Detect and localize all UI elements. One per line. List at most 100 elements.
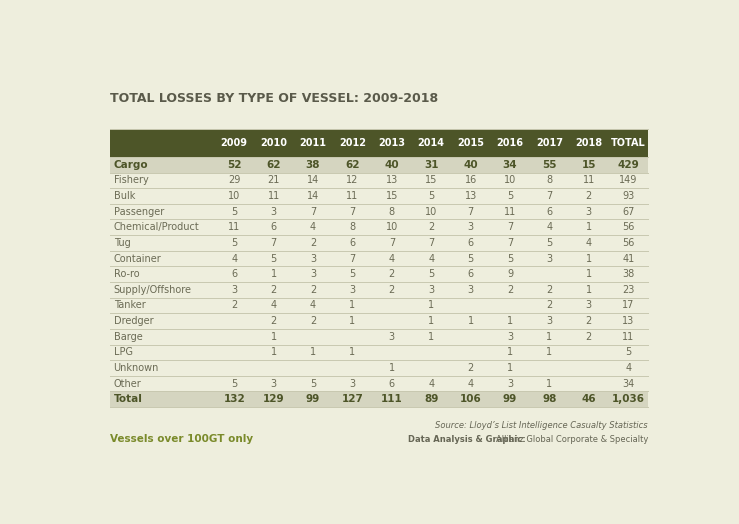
Text: 7: 7 [389, 238, 395, 248]
Text: 1: 1 [586, 269, 592, 279]
Text: Ro-ro: Ro-ro [114, 269, 139, 279]
Text: 2: 2 [270, 285, 277, 295]
Text: 132: 132 [223, 394, 245, 404]
Text: Source: Lloyd’s List Intelligence Casualty Statistics: Source: Lloyd’s List Intelligence Casual… [435, 421, 648, 430]
Text: 98: 98 [542, 394, 556, 404]
Text: 4: 4 [428, 379, 435, 389]
Text: Passenger: Passenger [114, 206, 164, 216]
Text: 1: 1 [507, 316, 513, 326]
Text: 2014: 2014 [418, 138, 445, 148]
Text: 6: 6 [350, 238, 355, 248]
Text: 2: 2 [231, 300, 237, 310]
Text: 4: 4 [546, 222, 553, 232]
Text: 1: 1 [350, 316, 355, 326]
Text: 2: 2 [468, 363, 474, 373]
Text: 2012: 2012 [339, 138, 366, 148]
Text: 7: 7 [507, 222, 513, 232]
Text: 2010: 2010 [260, 138, 287, 148]
Text: 2: 2 [389, 269, 395, 279]
Bar [109, 391, 648, 407]
Text: Other: Other [114, 379, 141, 389]
Text: 2: 2 [310, 285, 316, 295]
Bar [109, 188, 648, 204]
Text: 62: 62 [266, 160, 281, 170]
Text: 56: 56 [622, 238, 634, 248]
Text: 11: 11 [228, 222, 240, 232]
Text: 13: 13 [465, 191, 477, 201]
Bar [109, 172, 648, 188]
Text: 10: 10 [386, 222, 398, 232]
Text: 7: 7 [468, 206, 474, 216]
Text: 2: 2 [310, 316, 316, 326]
Text: 3: 3 [507, 332, 513, 342]
Text: 5: 5 [428, 269, 435, 279]
Text: 11: 11 [582, 176, 595, 185]
Text: 2: 2 [586, 316, 592, 326]
Text: 2009: 2009 [221, 138, 248, 148]
Text: 5: 5 [507, 191, 513, 201]
Text: 1: 1 [546, 347, 553, 357]
Text: 3: 3 [507, 379, 513, 389]
Text: 3: 3 [270, 379, 276, 389]
Text: 129: 129 [263, 394, 285, 404]
Text: 5: 5 [507, 254, 513, 264]
Text: 99: 99 [306, 394, 320, 404]
Text: 6: 6 [389, 379, 395, 389]
Bar [109, 250, 648, 266]
Text: 10: 10 [228, 191, 240, 201]
Text: 5: 5 [310, 379, 316, 389]
Text: 3: 3 [389, 332, 395, 342]
Text: 8: 8 [546, 176, 553, 185]
Text: 40: 40 [463, 160, 478, 170]
Bar [109, 313, 648, 329]
Text: 1: 1 [428, 332, 435, 342]
Text: 13: 13 [622, 316, 634, 326]
Text: 1: 1 [389, 363, 395, 373]
Text: 6: 6 [468, 238, 474, 248]
Text: 7: 7 [310, 206, 316, 216]
Text: 3: 3 [546, 254, 553, 264]
Text: 3: 3 [428, 285, 435, 295]
Text: 6: 6 [231, 269, 237, 279]
Text: 1: 1 [428, 300, 435, 310]
Text: 7: 7 [546, 191, 553, 201]
Text: Container: Container [114, 254, 161, 264]
Text: 4: 4 [586, 238, 592, 248]
Text: 40: 40 [384, 160, 399, 170]
Text: Tanker: Tanker [114, 300, 146, 310]
Text: 5: 5 [350, 269, 355, 279]
Text: 3: 3 [468, 285, 474, 295]
Text: 41: 41 [622, 254, 634, 264]
Text: 5: 5 [546, 238, 553, 248]
Text: 1: 1 [270, 269, 276, 279]
Text: 10: 10 [425, 206, 437, 216]
Text: 1,036: 1,036 [612, 394, 644, 404]
Text: LPG: LPG [114, 347, 132, 357]
Text: 2: 2 [546, 300, 553, 310]
Text: 1: 1 [546, 332, 553, 342]
Text: 1: 1 [270, 347, 276, 357]
Text: 3: 3 [546, 316, 553, 326]
Text: 31: 31 [424, 160, 438, 170]
Text: 15: 15 [425, 176, 437, 185]
Text: 429: 429 [617, 160, 639, 170]
Text: Vessels over 100GT only: Vessels over 100GT only [109, 434, 253, 444]
Text: 4: 4 [428, 254, 435, 264]
Text: 1: 1 [586, 222, 592, 232]
Text: 6: 6 [468, 269, 474, 279]
Text: TOTAL LOSSES BY TYPE OF VESSEL: 2009-2018: TOTAL LOSSES BY TYPE OF VESSEL: 2009-201… [109, 92, 437, 105]
Text: 99: 99 [503, 394, 517, 404]
Text: 127: 127 [341, 394, 364, 404]
Bar [109, 282, 648, 298]
Text: 2: 2 [428, 222, 435, 232]
Text: 7: 7 [428, 238, 435, 248]
Text: 4: 4 [468, 379, 474, 389]
Text: 62: 62 [345, 160, 360, 170]
Text: 2: 2 [270, 316, 277, 326]
Text: 3: 3 [310, 254, 316, 264]
Text: 5: 5 [625, 347, 631, 357]
Text: 1: 1 [507, 363, 513, 373]
Text: 15: 15 [582, 160, 596, 170]
Text: 11: 11 [504, 206, 516, 216]
Text: 4: 4 [310, 300, 316, 310]
